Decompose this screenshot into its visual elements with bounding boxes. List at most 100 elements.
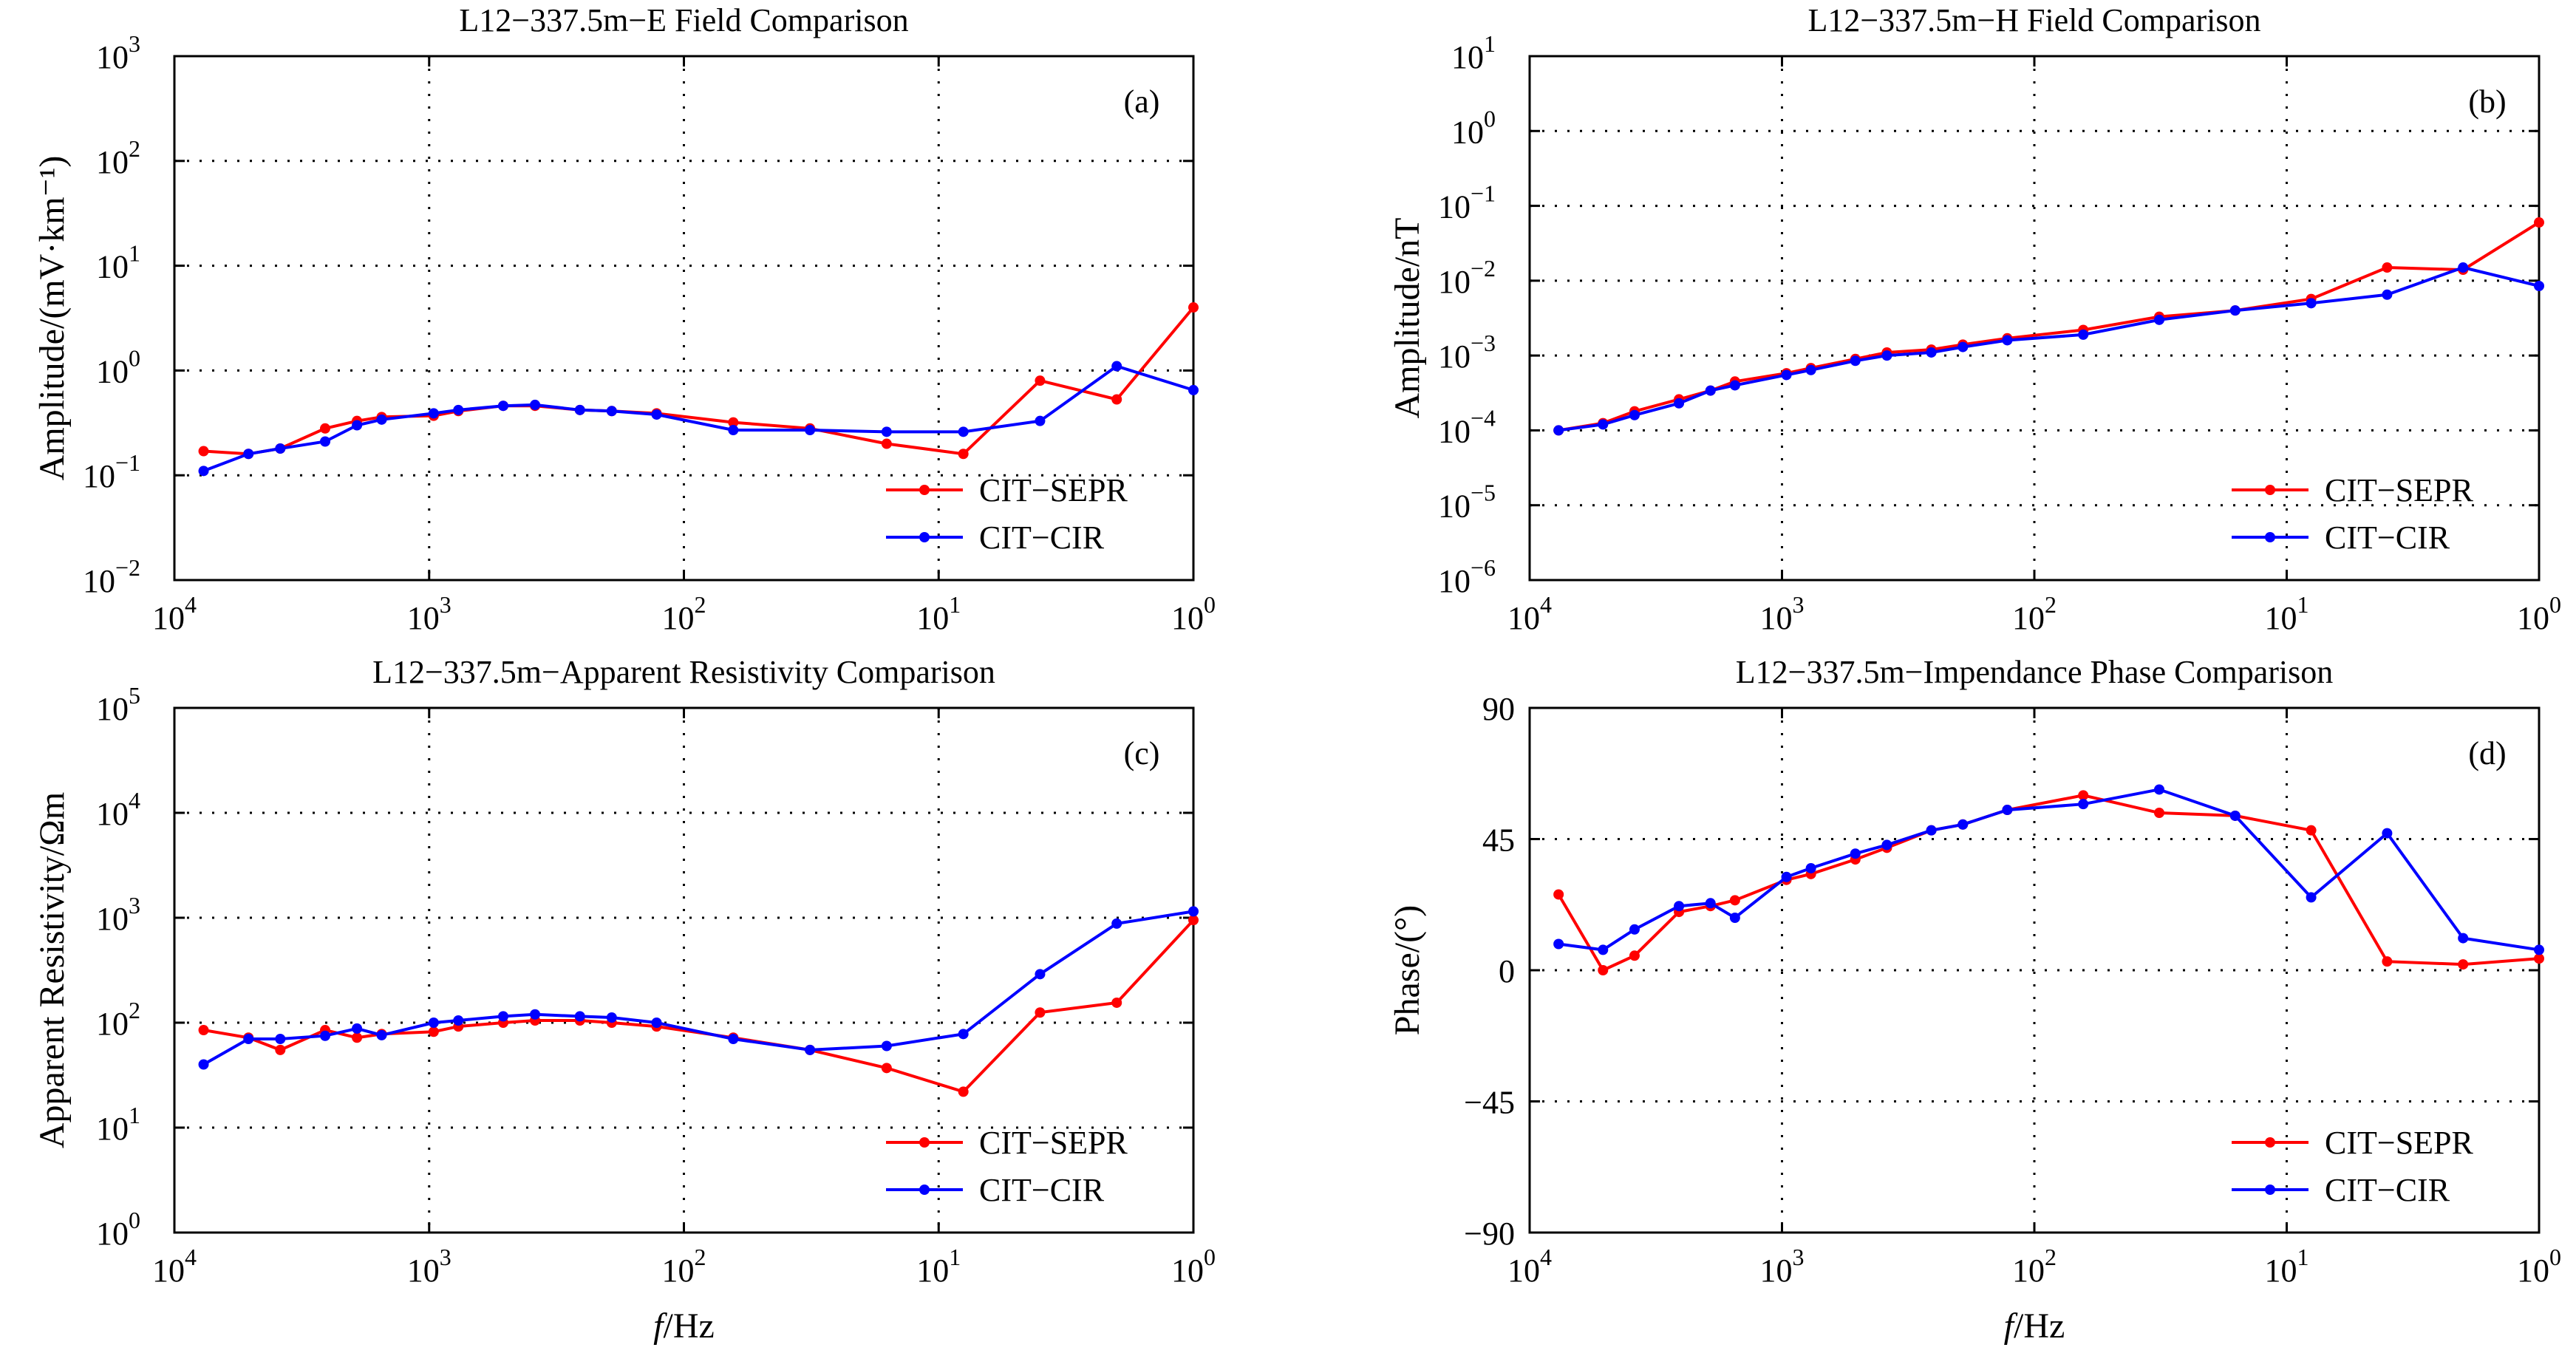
data-point — [320, 436, 331, 447]
legend-label: CIT−CIR — [979, 1172, 1105, 1208]
y-tick-label: 10−2 — [1438, 255, 1496, 300]
data-point — [1598, 944, 1609, 955]
panel-title: L12−337.5m−Apparent Resistivity Comparis… — [372, 654, 995, 690]
y-tick-label: −45 — [1464, 1085, 1515, 1121]
data-point — [1926, 825, 1937, 836]
data-point — [1598, 965, 1609, 975]
y-tick-label-exp: 2 — [129, 135, 140, 162]
x-tick-label-exp: 4 — [185, 591, 197, 618]
y-tick-label-base: 10 — [1438, 413, 1471, 449]
y-tick-label: 100 — [96, 344, 140, 389]
x-axis-label: f/Hz — [653, 1306, 715, 1346]
series-line — [203, 919, 1195, 1094]
panel-a: 104 103 102 101 10010−210−1100101102103L12−3… — [33, 2, 1216, 636]
series-cit-sepr — [1553, 790, 2544, 975]
data-point — [320, 423, 331, 434]
series-cit-cir — [1553, 262, 2544, 436]
data-point — [198, 1059, 209, 1070]
y-tick-label: 10−1 — [83, 449, 140, 494]
x-tick-label-exp: 3 — [1793, 1244, 1805, 1270]
y-tick-label: 100 — [1451, 105, 1496, 150]
x-tick-label-base: 10 — [662, 1253, 695, 1289]
x-tick-label-exp: 1 — [949, 591, 961, 618]
x-tick-label-base: 10 — [1507, 600, 1540, 636]
data-point — [1629, 924, 1640, 935]
y-axis-label: Amplitude/(mV·km⁻¹) — [33, 156, 72, 481]
data-point — [2306, 892, 2317, 903]
y-tick-label-base: 10 — [1451, 39, 1484, 75]
data-point — [881, 1063, 892, 1074]
data-point — [1553, 889, 1564, 900]
x-tick-label: 104 — [1507, 1244, 1552, 1289]
y-tick-label-base: 10 — [96, 1111, 129, 1147]
data-point — [1957, 819, 1969, 830]
y-tick-label-base: 10 — [96, 796, 129, 832]
x-tick-label: 100 — [2517, 591, 2561, 636]
x-tick-label: 103 — [407, 591, 452, 636]
data-point — [958, 1086, 969, 1097]
data-point — [1850, 355, 1861, 367]
data-point — [2306, 298, 2317, 309]
x-axis-label-unit: /Hz — [664, 1306, 715, 1346]
y-tick-label-exp: −2 — [115, 554, 140, 581]
data-point — [2078, 790, 2089, 801]
y-tick-label: 10−3 — [1438, 330, 1496, 375]
data-point — [651, 409, 662, 420]
y-tick-label-exp: 1 — [129, 240, 140, 267]
x-tick-label-exp: 2 — [695, 1244, 706, 1270]
legend-label: CIT−SEPR — [979, 472, 1128, 508]
y-tick-label-exp: 2 — [129, 997, 140, 1023]
y-tick-label-exp: 4 — [129, 787, 140, 814]
series-cit-sepr — [1553, 217, 2544, 436]
data-point — [1598, 419, 1609, 430]
panel-letter: (d) — [2468, 735, 2506, 771]
data-point — [1111, 997, 1122, 1008]
y-tick-label-base: −90 — [1464, 1216, 1515, 1252]
legend-label: CIT−CIR — [2325, 1172, 2450, 1208]
data-point — [1674, 901, 1685, 912]
y-tick-label-base: 10 — [1438, 189, 1471, 225]
legend: CIT−SEPR CIT−CIR — [2232, 1125, 2474, 1208]
x-tick-label-base: 10 — [916, 1253, 949, 1289]
x-tick-label-base: 10 — [2012, 1253, 2045, 1289]
y-tick-label: 102 — [96, 997, 140, 1042]
data-point — [2153, 314, 2164, 325]
data-point — [352, 420, 363, 431]
data-point — [606, 1012, 617, 1023]
legend-swatch-marker — [2265, 1137, 2275, 1148]
data-point — [2458, 959, 2469, 970]
legend: CIT−SEPR CIT−CIR — [886, 472, 1128, 556]
x-tick-label-base: 10 — [2517, 600, 2549, 636]
y-tick-label-base: 10 — [1438, 488, 1471, 525]
series-line — [1558, 788, 2540, 952]
x-tick-label-exp: 1 — [2297, 1244, 2309, 1270]
y-tick-label: −90 — [1464, 1216, 1515, 1252]
data-point — [1729, 913, 1740, 923]
data-point — [2002, 335, 2013, 346]
legend-swatch-marker — [919, 532, 930, 542]
data-point — [881, 438, 892, 449]
data-point — [651, 1018, 662, 1028]
x-tick-label: 101 — [2265, 591, 2309, 636]
x-tick-label-exp: 2 — [2045, 1244, 2057, 1270]
x-tick-label: 103 — [1760, 591, 1805, 636]
series-line — [1557, 794, 2540, 972]
data-point — [606, 406, 617, 417]
data-point — [453, 404, 464, 415]
data-point — [352, 1032, 363, 1043]
data-point — [497, 1011, 508, 1022]
y-tick-label: 90 — [1482, 691, 1515, 727]
x-tick-label: 102 — [2012, 1244, 2057, 1289]
data-point — [2382, 262, 2393, 273]
y-tick-label-exp: 3 — [129, 892, 140, 919]
x-tick-label-base: 10 — [2517, 1253, 2549, 1289]
data-point — [428, 1018, 439, 1028]
y-tick-label-base: 10 — [96, 144, 129, 180]
data-point — [728, 1033, 739, 1044]
data-point — [881, 1040, 892, 1052]
y-axis-label: Amplitude/nT — [1388, 218, 1427, 419]
y-tick-label-base: 10 — [96, 353, 129, 389]
y-tick-label-exp: −4 — [1471, 404, 1496, 431]
y-tick-label: 103 — [96, 892, 140, 937]
